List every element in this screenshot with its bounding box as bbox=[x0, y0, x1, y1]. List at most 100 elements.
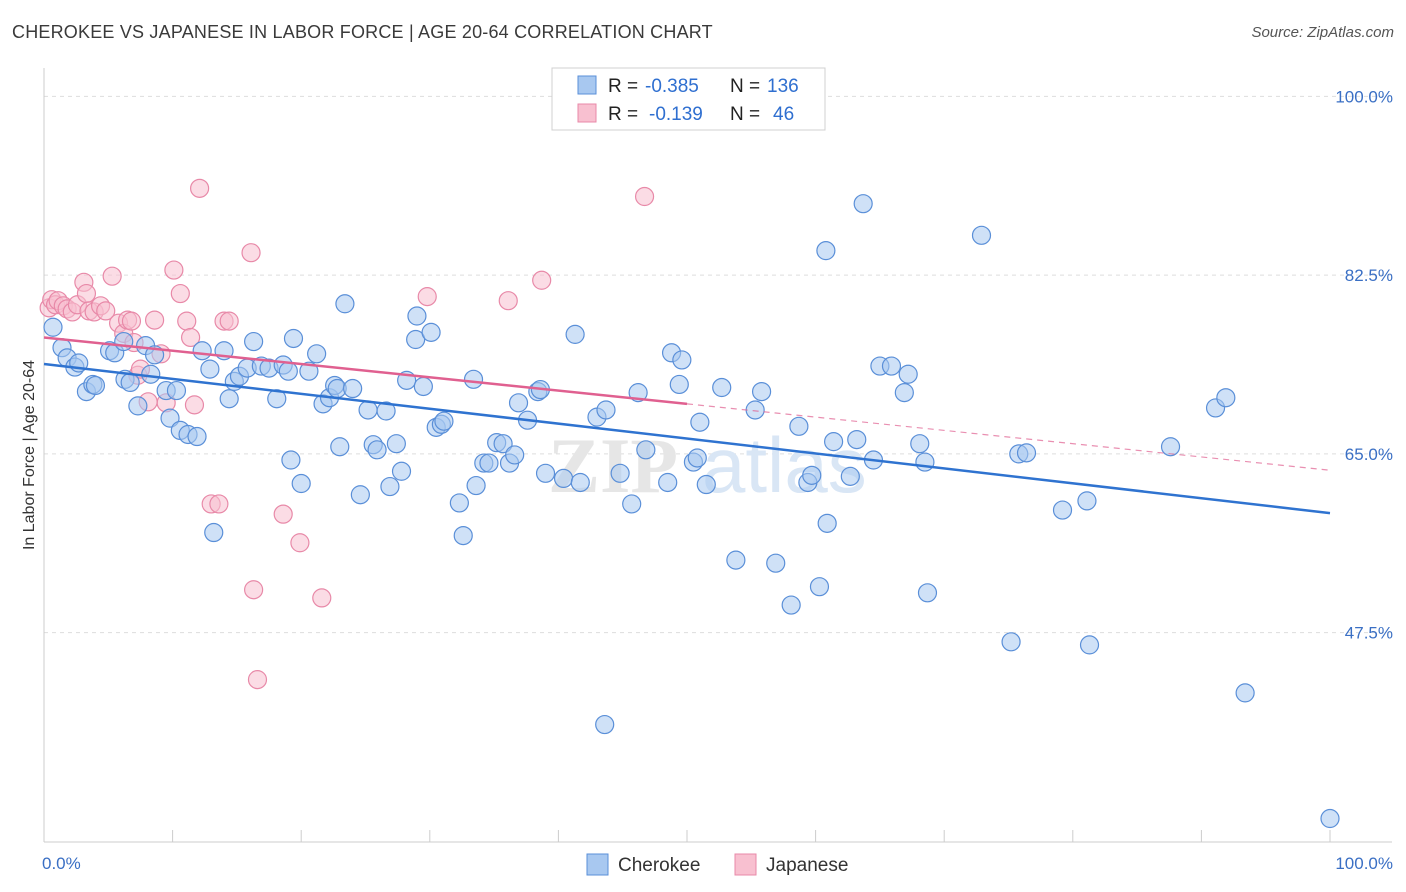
cherokee-point-74 bbox=[505, 445, 525, 465]
japanese-point-42 bbox=[532, 270, 552, 290]
cherokee-point-36 bbox=[278, 361, 298, 381]
y-tick-label-0: 47.5% bbox=[1345, 624, 1393, 643]
cherokee-point-120 bbox=[917, 583, 938, 603]
y-tick-label-2: 82.5% bbox=[1345, 266, 1393, 285]
japanese-point-31 bbox=[209, 494, 229, 514]
japanese-point-18 bbox=[121, 311, 142, 331]
cherokee-point-116 bbox=[894, 383, 914, 403]
cherokee-point-18 bbox=[160, 408, 180, 428]
trend-line-cherokee bbox=[43, 362, 1331, 515]
cherokee-point-15 bbox=[141, 364, 161, 384]
cherokee-point-102 bbox=[781, 595, 801, 615]
cherokee-point-132 bbox=[1320, 808, 1340, 829]
japanese-point-39 bbox=[312, 588, 332, 608]
x-tick-labels: 0.0% 100.0% bbox=[42, 854, 1393, 873]
cherokee-point-56 bbox=[391, 461, 412, 481]
legend-bottom-label-cherokee: Cherokee bbox=[618, 855, 700, 876]
cherokee-point-117 bbox=[898, 364, 918, 384]
cherokee-point-25 bbox=[204, 522, 224, 543]
cherokee-point-126 bbox=[1077, 491, 1097, 511]
cherokee-point-91 bbox=[669, 374, 689, 395]
cherokee-point-124 bbox=[1016, 443, 1037, 463]
y-axis-label: In Labor Force | Age 20-64 bbox=[21, 360, 38, 550]
cherokee-point-10 bbox=[114, 331, 134, 352]
cherokee-point-106 bbox=[809, 577, 830, 597]
japanese-point-26 bbox=[170, 283, 190, 304]
japanese-point-41 bbox=[498, 291, 518, 311]
cherokee-point-70 bbox=[479, 453, 499, 473]
legend-top: R = -0.385 N = 136 R = -0.139 N = 46 bbox=[551, 67, 826, 131]
cherokee-point-58 bbox=[406, 329, 426, 350]
cherokee-point-12 bbox=[120, 372, 140, 392]
cherokee-point-61 bbox=[421, 322, 441, 342]
cherokee-point-54 bbox=[380, 476, 400, 497]
cherokee-point-64 bbox=[434, 411, 454, 431]
legend-bottom-swatch-cherokee bbox=[586, 853, 609, 876]
cherokee-point-89 bbox=[658, 472, 678, 493]
legend-r-label-2: R = bbox=[608, 104, 638, 125]
legend-swatch-cherokee bbox=[577, 75, 597, 95]
cherokee-point-31 bbox=[244, 331, 264, 352]
cherokee-point-80 bbox=[553, 468, 574, 489]
cherokee-point-125 bbox=[1052, 500, 1073, 520]
cherokee-point-127 bbox=[1079, 635, 1100, 655]
cherokee-point-49 bbox=[350, 485, 370, 505]
cherokee-point-67 bbox=[463, 369, 484, 389]
y-tick-label-3: 100.0% bbox=[1335, 87, 1393, 106]
cherokee-point-59 bbox=[407, 306, 427, 326]
cherokee-point-23 bbox=[192, 341, 212, 361]
watermark-zip: ZIP bbox=[548, 422, 678, 509]
cherokee-point-111 bbox=[847, 429, 867, 450]
cherokee-point-100 bbox=[751, 381, 772, 402]
legend-n-value-2: 46 bbox=[773, 104, 794, 125]
cherokee-point-121 bbox=[971, 225, 992, 245]
cherokee-point-81 bbox=[565, 324, 585, 344]
cherokee-point-131 bbox=[1235, 683, 1255, 703]
cherokee-point-108 bbox=[817, 513, 837, 533]
cherokee-point-119 bbox=[915, 452, 935, 472]
cherokee-point-13 bbox=[128, 396, 148, 416]
cherokee-point-122 bbox=[1001, 632, 1021, 652]
cherokee-point-47 bbox=[335, 294, 355, 314]
cherokee-point-68 bbox=[466, 475, 486, 496]
japanese-point-43 bbox=[634, 186, 655, 207]
cherokee-point-41 bbox=[307, 344, 327, 364]
legend-n-value-1: 136 bbox=[767, 76, 799, 97]
legend-n-label-1: N = bbox=[730, 76, 760, 97]
cherokee-point-118 bbox=[910, 434, 930, 454]
cherokee-point-65 bbox=[449, 493, 469, 513]
y-tick-label-1: 65.0% bbox=[1345, 445, 1393, 464]
watermark-atlas: atlas bbox=[702, 421, 867, 509]
x-tick-label-0: 0.0% bbox=[42, 854, 81, 873]
cherokee-point-85 bbox=[610, 463, 630, 483]
cherokee-point-50 bbox=[358, 400, 378, 420]
cherokee-point-133 bbox=[595, 714, 615, 735]
legend-bottom: Cherokee Japanese bbox=[586, 853, 848, 876]
cherokee-point-19 bbox=[166, 380, 187, 401]
japanese-point-33 bbox=[219, 311, 239, 331]
japanese-point-27 bbox=[177, 311, 197, 331]
cherokee-point-95 bbox=[690, 412, 710, 432]
series-cherokee bbox=[43, 83, 1340, 829]
watermark: ZIP atlas bbox=[548, 421, 867, 509]
legend-bottom-label-japanese: Japanese bbox=[766, 855, 848, 876]
trend-line-japanese-extension bbox=[686, 403, 1331, 471]
cherokee-point-130 bbox=[1216, 388, 1236, 408]
y-tick-labels: 47.5% 65.0% 82.5% 100.0% bbox=[1335, 87, 1393, 642]
cherokee-point-34 bbox=[267, 389, 287, 409]
japanese-point-28 bbox=[181, 327, 201, 348]
japanese-point-37 bbox=[273, 504, 293, 524]
japanese-point-34 bbox=[241, 243, 261, 263]
cherokee-point-107 bbox=[816, 241, 836, 261]
cherokee-point-84 bbox=[596, 400, 616, 420]
chart-source: Source: ZipAtlas.com bbox=[1251, 24, 1394, 41]
trend-line-japanese bbox=[43, 336, 688, 406]
japanese-point-14 bbox=[102, 266, 122, 286]
cherokee-point-72 bbox=[493, 434, 513, 454]
cherokee-point-105 bbox=[802, 465, 822, 485]
cherokee-point-94 bbox=[687, 448, 707, 468]
cherokee-point-7 bbox=[85, 375, 106, 396]
cherokee-point-40 bbox=[299, 361, 319, 381]
cherokee-point-0 bbox=[43, 317, 63, 337]
